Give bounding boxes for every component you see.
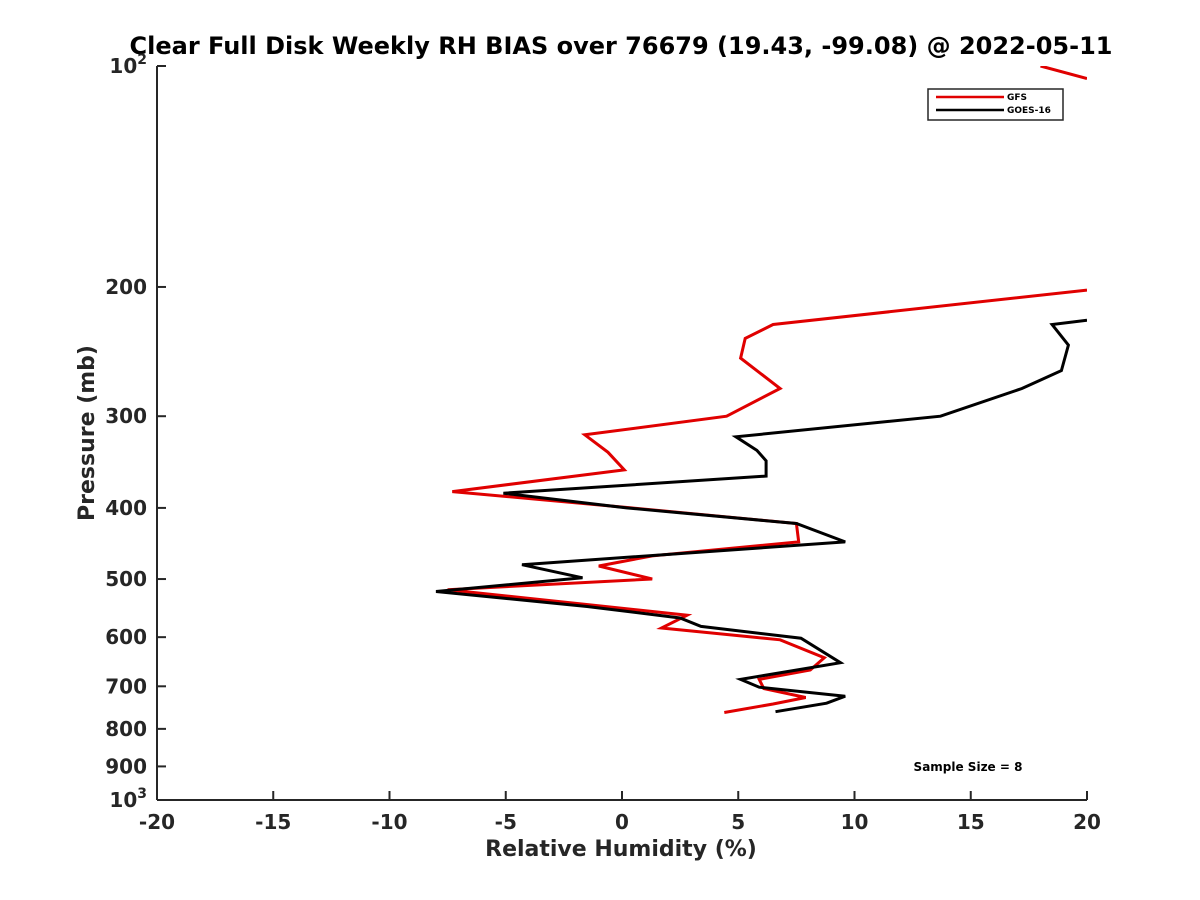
y-tick-label: 103 — [109, 786, 147, 812]
sample-size-note: Sample Size = 8 — [914, 760, 1023, 774]
x-tick-label: 0 — [615, 810, 629, 834]
x-tick-label: 20 — [1073, 810, 1101, 834]
y-tick-label: 600 — [105, 625, 147, 649]
series-line-gfs-0 — [1040, 66, 1087, 80]
y-tick-layer: 102 200 300 400 500 600 700 800 900 103 — [105, 52, 166, 812]
y-axis-label: Pressure (mb) — [75, 345, 100, 521]
y-tick-label: 800 — [105, 717, 147, 741]
x-axis-label: Relative Humidity (%) — [485, 837, 757, 862]
series-line-goes16-0 — [435, 318, 1087, 714]
x-tick-label: -20 — [139, 810, 175, 834]
y-tick-label: 200 — [105, 275, 147, 299]
legend-label-goes16: GOES-16 — [1007, 106, 1051, 116]
y-tick-label: 400 — [105, 496, 147, 520]
x-tick-label: -15 — [255, 810, 291, 834]
y-tick-label: 500 — [105, 567, 147, 591]
x-tick-label: 10 — [841, 810, 869, 834]
legend: GFS GOES-16 — [927, 88, 1064, 121]
legend-box — [927, 88, 1064, 121]
x-tick-label: -5 — [495, 810, 517, 834]
chart-title: Clear Full Disk Weekly RH BIAS over 7667… — [130, 32, 1113, 60]
y-tick-label: 900 — [105, 754, 147, 778]
y-tick-label: 102 — [109, 52, 147, 78]
series-layer — [435, 66, 1087, 714]
y-tick-label: 300 — [105, 404, 147, 428]
legend-label-gfs: GFS — [1007, 93, 1027, 103]
x-tick-layer: -20 -15 -10 -5 0 5 10 15 20 — [139, 791, 1101, 834]
x-tick-label: -10 — [371, 810, 407, 834]
y-tick-label: 700 — [105, 674, 147, 698]
x-tick-label: 5 — [731, 810, 745, 834]
x-tick-label: 15 — [957, 810, 985, 834]
